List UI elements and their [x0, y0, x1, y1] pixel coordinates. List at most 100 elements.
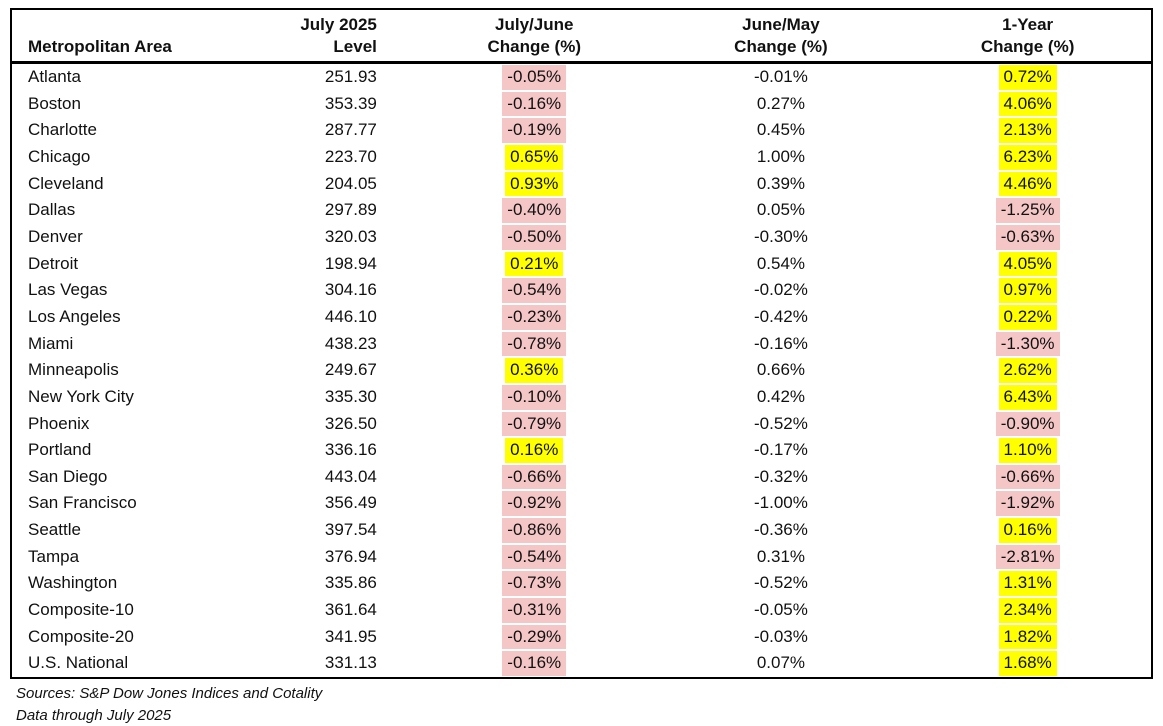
one-year-change-cell-value: 0.22% — [998, 304, 1057, 330]
one-year-change-cell-value: 0.16% — [998, 518, 1057, 543]
header-jul-jun-change: July/June Change (%) — [410, 10, 658, 65]
table-row: Los Angeles 446.10 -0.23% -0.42% 0.22% — [12, 304, 1151, 331]
table-header: Metropolitan Area July 2025 Level July/J… — [12, 10, 1151, 65]
jun-may-change-cell: -0.52% — [753, 573, 808, 593]
level-cell: 446.10 — [324, 306, 377, 326]
one-year-change-cell: -2.81% — [904, 544, 1151, 571]
one-year-change-cell-value: -1.30% — [995, 331, 1060, 357]
one-year-change-cell-value: 6.43% — [998, 384, 1057, 410]
one-year-change-cell-value: -1.92% — [995, 491, 1060, 517]
metro-area-cell: Phoenix — [28, 413, 90, 433]
one-year-change-cell: 4.46% — [904, 171, 1151, 198]
table-row: Composite-20 341.95 -0.29% -0.03% 1.82% — [12, 624, 1151, 651]
metro-area-cell: Denver — [28, 227, 83, 247]
table-row: Minneapolis 249.67 0.36% 0.66% 2.62% — [12, 357, 1151, 384]
level-cell: 287.77 — [324, 120, 377, 140]
table-row: Dallas 297.89 -0.40% 0.05% -1.25% — [12, 197, 1151, 224]
metro-area-cell: Chicago — [28, 147, 91, 167]
jun-may-change-cell: -0.32% — [753, 466, 808, 486]
one-year-change-cell: -0.90% — [904, 411, 1151, 438]
jul-jun-change-cell-value: -0.10% — [502, 384, 567, 410]
one-year-change-cell: 0.16% — [904, 517, 1151, 544]
level-cell: 331.13 — [324, 653, 377, 673]
one-year-change-cell-value: -2.81% — [995, 544, 1060, 570]
one-year-change-cell: 2.34% — [904, 597, 1151, 624]
jun-may-change-cell: -0.36% — [753, 520, 808, 540]
one-year-change-cell-value: -0.90% — [995, 411, 1060, 437]
one-year-change-cell-value: -1.25% — [995, 198, 1060, 224]
table-row: Charlotte 287.77 -0.19% 0.45% 2.13% — [12, 117, 1151, 144]
table-row: San Francisco 356.49 -0.92% -1.00% -1.92% — [12, 490, 1151, 517]
metro-area-cell: Los Angeles — [28, 306, 121, 326]
jul-jun-change-cell: 0.16% — [411, 437, 658, 464]
jul-jun-change-cell-value: 0.65% — [505, 145, 564, 170]
jul-jun-change-cell: -0.92% — [411, 490, 658, 517]
jul-jun-change-cell: -0.16% — [411, 650, 658, 677]
one-year-change-cell: 4.05% — [904, 251, 1151, 278]
one-year-change-cell-value: 4.46% — [998, 171, 1057, 197]
jul-jun-change-cell: -0.73% — [411, 570, 658, 597]
jun-may-change-cell: 0.54% — [756, 253, 806, 273]
level-cell: 438.23 — [324, 333, 377, 353]
table-row: Denver 320.03 -0.50% -0.30% -0.63% — [12, 224, 1151, 251]
case-shiller-table-frame: Metropolitan Area July 2025 Level July/J… — [10, 8, 1153, 679]
one-year-change-cell-value: 1.31% — [998, 571, 1057, 596]
metro-area-cell: Dallas — [28, 200, 76, 220]
one-year-change-cell: -1.25% — [904, 197, 1151, 224]
one-year-change-cell-value: 1.82% — [998, 624, 1057, 650]
one-year-change-cell: 4.06% — [904, 91, 1151, 118]
level-cell: 204.05 — [324, 173, 377, 193]
one-year-change-cell: -0.66% — [904, 464, 1151, 491]
level-cell: 341.95 — [324, 626, 377, 646]
jun-may-change-cell: 0.05% — [756, 200, 806, 220]
jul-jun-change-cell: -0.78% — [411, 331, 658, 358]
level-cell: 356.49 — [324, 493, 377, 513]
jul-jun-change-cell-value: -0.66% — [502, 464, 567, 490]
one-year-change-cell: 1.82% — [904, 624, 1151, 651]
one-year-change-cell-value: 1.10% — [998, 438, 1057, 463]
jun-may-change-cell: -1.00% — [753, 493, 808, 513]
header-level: July 2025 Level — [254, 10, 411, 65]
metro-area-cell: San Francisco — [28, 493, 137, 513]
jul-jun-change-cell: -0.29% — [411, 624, 658, 651]
metro-area-cell: Boston — [28, 93, 81, 113]
jul-jun-change-cell-value: -0.23% — [502, 304, 567, 330]
jul-jun-change-cell: -0.19% — [411, 117, 658, 144]
jul-jun-change-cell-value: 0.16% — [505, 438, 564, 463]
table-row: Cleveland 204.05 0.93% 0.39% 4.46% — [12, 171, 1151, 198]
one-year-change-cell-value: -0.66% — [995, 464, 1060, 490]
one-year-change-cell-value: 2.34% — [998, 598, 1057, 623]
table-row: San Diego 443.04 -0.66% -0.32% -0.66% — [12, 464, 1151, 491]
one-year-change-cell: 0.97% — [904, 277, 1151, 304]
jul-jun-change-cell-value: -0.50% — [502, 225, 567, 250]
level-cell: 335.30 — [324, 386, 377, 406]
metro-area-cell: Miami — [28, 333, 74, 353]
jul-jun-change-cell: -0.50% — [411, 224, 658, 251]
jun-may-change-cell: 1.00% — [756, 147, 806, 167]
header-one-year-line1: 1-Year — [1002, 15, 1054, 34]
level-cell: 223.70 — [324, 147, 377, 167]
metro-area-cell: Cleveland — [28, 173, 104, 193]
one-year-change-cell-value: 2.62% — [998, 358, 1057, 383]
table-row: Portland 336.16 0.16% -0.17% 1.10% — [12, 437, 1151, 464]
jun-may-change-cell: -0.30% — [753, 227, 808, 247]
one-year-change-cell-value: 2.13% — [998, 118, 1057, 144]
one-year-change-cell: 1.10% — [904, 437, 1151, 464]
level-cell: 320.03 — [324, 227, 377, 247]
table-row: Boston 353.39 -0.16% 0.27% 4.06% — [12, 91, 1151, 118]
jun-may-change-cell: -0.01% — [753, 67, 808, 87]
metro-area-cell: Composite-20 — [28, 626, 134, 646]
jul-jun-change-cell-value: -0.54% — [502, 544, 567, 570]
jul-jun-change-cell: -0.23% — [411, 304, 658, 331]
one-year-change-cell: 2.62% — [904, 357, 1151, 384]
table-row: Las Vegas 304.16 -0.54% -0.02% 0.97% — [12, 277, 1151, 304]
metro-area-cell: New York City — [28, 386, 134, 406]
metro-area-cell: Detroit — [28, 253, 79, 273]
metro-area-cell: Seattle — [28, 520, 81, 540]
jun-may-change-cell: -0.05% — [753, 600, 808, 619]
level-cell: 336.16 — [324, 440, 377, 460]
jul-jun-change-cell-value: -0.78% — [502, 331, 567, 357]
one-year-change-cell: 2.13% — [904, 117, 1151, 144]
table-body: Atlanta 251.93 -0.05% -0.01% 0.72% Boston 353.… — [12, 63, 1151, 677]
jun-may-change-cell: -0.42% — [753, 306, 808, 326]
